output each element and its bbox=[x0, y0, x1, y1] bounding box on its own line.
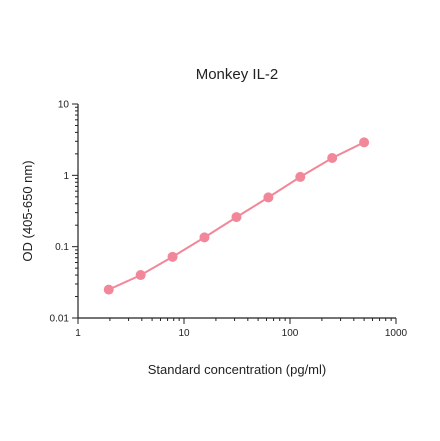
data-point bbox=[359, 137, 370, 148]
y-axis-ticks: 0.01 0.1 1 10 bbox=[50, 100, 78, 325]
y-tick-label: 10 bbox=[58, 100, 70, 111]
data-point bbox=[167, 251, 178, 262]
y-tick-label: 0.01 bbox=[50, 314, 70, 325]
chart-title: Monkey IL-2 bbox=[196, 66, 279, 83]
data-point bbox=[231, 212, 242, 223]
x-tick-label: 100 bbox=[282, 328, 299, 339]
data-point bbox=[135, 270, 146, 281]
data-series bbox=[103, 137, 370, 295]
axes bbox=[77, 104, 396, 319]
data-point bbox=[295, 171, 306, 182]
x-tick-label: 1 bbox=[75, 328, 81, 339]
x-tick-label: 1000 bbox=[385, 328, 408, 339]
x-axis-ticks: 1 10 100 1000 bbox=[75, 318, 408, 339]
y-tick-label: 1 bbox=[63, 171, 69, 182]
data-point bbox=[103, 284, 114, 295]
y-tick-label: 0.1 bbox=[55, 242, 69, 253]
data-point bbox=[263, 192, 274, 203]
y-axis-label: OD (405-650 nm) bbox=[20, 160, 35, 261]
x-axis-label: Standard concentration (pg/ml) bbox=[148, 362, 326, 377]
data-point bbox=[327, 152, 338, 163]
x-tick-label: 10 bbox=[178, 328, 190, 339]
data-point bbox=[199, 232, 210, 243]
